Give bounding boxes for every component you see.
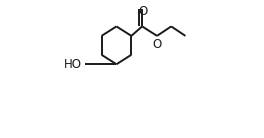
Text: O: O: [138, 5, 147, 18]
Text: O: O: [152, 38, 162, 51]
Text: HO: HO: [64, 58, 82, 71]
